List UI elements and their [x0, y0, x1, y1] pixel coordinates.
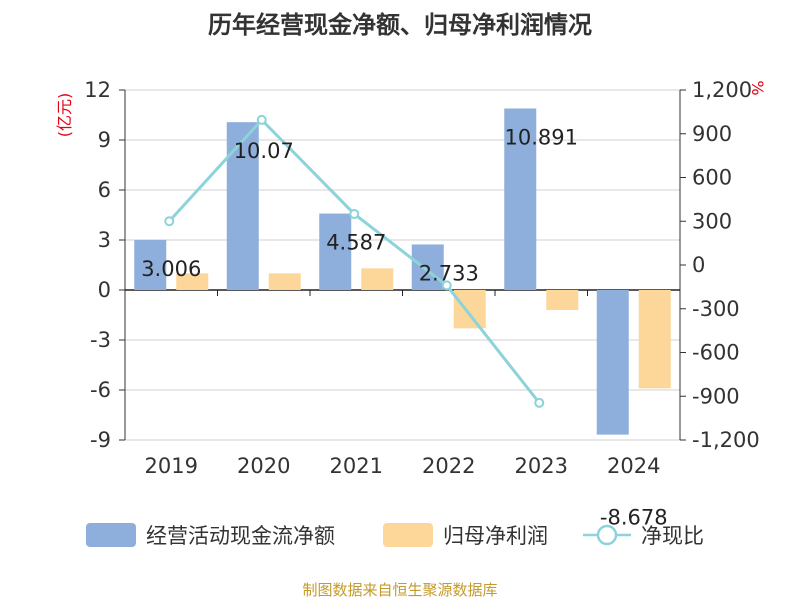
- right-tick-label: 600: [692, 166, 732, 190]
- bar-cash-flow: [411, 244, 444, 290]
- ratio-line: [168, 117, 541, 404]
- chart-title: 历年经营现金净额、归母净利润情况: [208, 11, 592, 39]
- axes: 12 9 6 3 0 -3 -6 -9 1,200 900 600 300 0 -300 -600 -900 -…: [84, 78, 759, 478]
- bar-net-profit: [453, 290, 486, 329]
- right-tick-label: -1,200: [692, 428, 760, 452]
- category-label: 2023: [515, 454, 568, 478]
- left-tick-label: 3: [98, 228, 111, 252]
- category-label: 2021: [330, 454, 383, 478]
- bar-net-profit: [268, 273, 301, 290]
- left-tick-label: -3: [90, 328, 111, 352]
- legend-swatch: [86, 523, 136, 547]
- data-labels: 3.006 10.07 4.587 2.733 10.891 -8.678: [141, 125, 667, 529]
- legend-net-profit: 归母净利润: [383, 523, 548, 548]
- ratio-point: [534, 397, 545, 408]
- data-label: 4.587: [326, 231, 386, 255]
- legend: 经营活动现金流净额 归母净利润 净现比: [86, 523, 704, 548]
- category-label: 2024: [607, 454, 660, 478]
- right-axis-unit: %: [748, 80, 767, 95]
- left-tick-label: 12: [84, 78, 111, 102]
- right-tick-label: 1,200: [692, 78, 752, 102]
- category-label: 2019: [145, 454, 198, 478]
- data-label: 10.07: [234, 139, 294, 163]
- bars-group: [134, 108, 671, 435]
- right-tick-label: 900: [692, 122, 732, 146]
- legend-ratio: 净现比: [583, 524, 704, 548]
- bar-cash-flow: [134, 239, 167, 290]
- bar-cash-flow: [226, 122, 259, 291]
- right-tick-label: 300: [692, 209, 732, 233]
- ratio-point: [349, 208, 360, 219]
- left-tick-label: 6: [98, 178, 111, 202]
- legend-marker: [596, 524, 618, 546]
- bar-cash-flow: [504, 108, 537, 290]
- bar-net-profit: [176, 273, 209, 290]
- legend-label: 经营活动现金流净额: [146, 524, 335, 548]
- data-label: 10.891: [505, 125, 578, 149]
- data-label: 3.006: [141, 257, 201, 281]
- legend-swatch: [383, 523, 433, 547]
- right-tick-label: -600: [692, 341, 740, 365]
- bar-cash-flow: [319, 213, 352, 290]
- category-label: 2020: [237, 454, 290, 478]
- data-label: 2.733: [419, 261, 479, 285]
- legend-cash-flow: 经营活动现金流净额: [86, 523, 335, 548]
- ratio-point: [164, 216, 175, 227]
- bar-cash-flow: [596, 290, 629, 435]
- ratio-point: [441, 280, 452, 291]
- right-tick-label: -900: [692, 384, 740, 408]
- right-tick-label: -300: [692, 297, 740, 321]
- left-tick-label: 9: [98, 128, 111, 152]
- bar-net-profit: [638, 290, 671, 389]
- left-tick-label: 0: [98, 278, 111, 302]
- category-label: 2022: [422, 454, 475, 478]
- left-axis-unit: (亿元): [55, 93, 74, 138]
- line-group: [164, 114, 545, 408]
- bar-net-profit: [546, 290, 579, 310]
- left-tick-label: -6: [90, 378, 111, 402]
- right-tick-label: 0: [692, 253, 705, 277]
- legend-label: 净现比: [641, 524, 704, 548]
- left-tick-label: -9: [90, 428, 111, 452]
- data-label: -8.678: [600, 506, 668, 530]
- bar-net-profit: [361, 268, 394, 290]
- ratio-point: [256, 114, 267, 125]
- legend-label: 归母净利润: [443, 524, 548, 548]
- source-note: 制图数据来自恒生聚源数据库: [302, 581, 497, 599]
